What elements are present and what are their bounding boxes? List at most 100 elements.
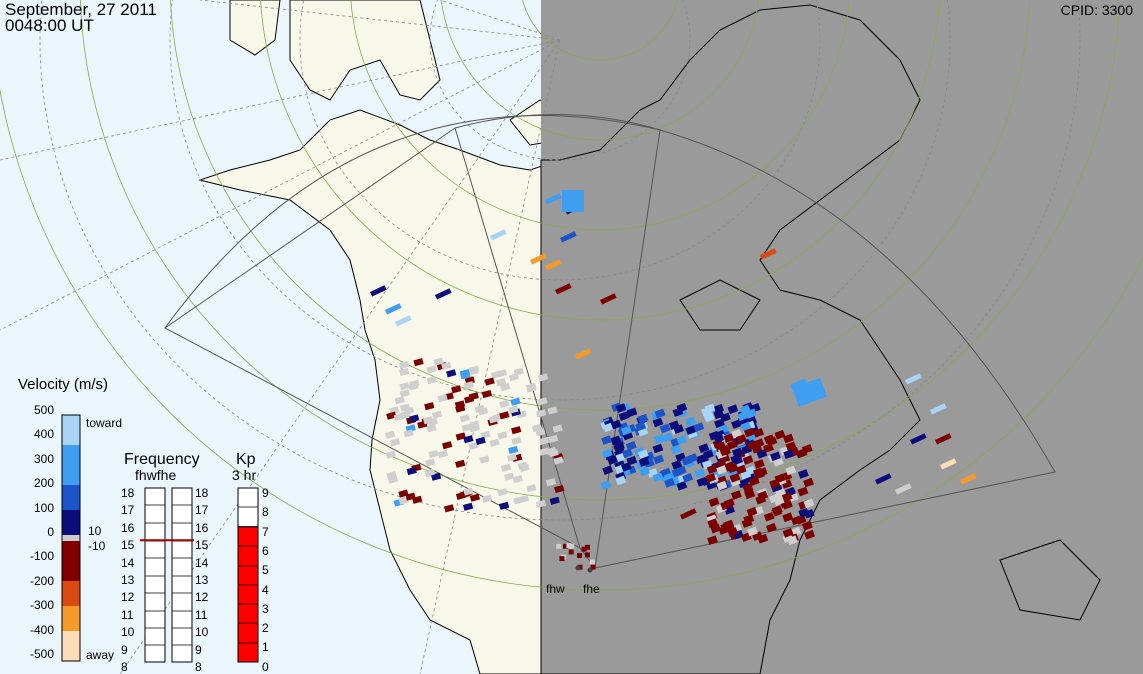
- echo-cell: [508, 445, 519, 455]
- echo-cell: [610, 435, 622, 446]
- echo-cell: [581, 546, 587, 552]
- fhw-frequency-tick: 10: [121, 625, 135, 640]
- echo-cell: [455, 432, 466, 441]
- frequency-subtitle: fhwfhe: [135, 467, 177, 483]
- echo-cell: [785, 441, 797, 452]
- echo-cell: [786, 535, 798, 546]
- echo-cell: [739, 404, 751, 415]
- echo-cell: [671, 467, 683, 478]
- echo-cell: [670, 444, 682, 455]
- echo-cell: [568, 549, 574, 555]
- echo-cell: [554, 484, 565, 494]
- echo-cell: [422, 416, 434, 425]
- echo-cell: [637, 449, 649, 459]
- echo-cell: [713, 433, 725, 444]
- echo-cell: [782, 512, 794, 523]
- echo-cell: [389, 406, 400, 415]
- echo-cell: [600, 293, 617, 305]
- echo-cell: [801, 520, 813, 531]
- echo-cell: [742, 483, 754, 493]
- echo-cell: [491, 370, 502, 379]
- echo-cell: [469, 493, 481, 502]
- fhw-frequency-tick: 8: [121, 660, 128, 674]
- echo-cell: [434, 288, 452, 300]
- fhe-frequency-tick: 15: [195, 538, 209, 553]
- echo-cell: [443, 504, 455, 513]
- echo-cell: [474, 404, 485, 414]
- echo-cell: [431, 410, 443, 419]
- echo-cell: [575, 348, 592, 360]
- velocity-tick: -200: [29, 573, 54, 588]
- velocity-scale-title: Velocity (m/s): [18, 376, 109, 393]
- echo-cell: [615, 475, 627, 486]
- echo-cell: [539, 436, 550, 446]
- echo-cell: [803, 498, 815, 509]
- echo-cell: [395, 315, 412, 327]
- echo-cell: [707, 535, 718, 545]
- echo-cell: [442, 441, 453, 450]
- echo-cell: [731, 419, 742, 429]
- echo-cell: [399, 382, 410, 391]
- echo-cell: [716, 480, 728, 491]
- echo-cell: [569, 543, 575, 549]
- echo-cell: [602, 422, 614, 433]
- echo-cell: [682, 473, 694, 483]
- backscatter-echoes: [370, 190, 977, 570]
- fhe-frequency-tick: 12: [195, 590, 209, 605]
- radar-label-fhw: fhw: [546, 582, 565, 596]
- echo-cell: [459, 368, 471, 378]
- echo-cell: [694, 468, 706, 479]
- velocity-tick: 500: [33, 403, 54, 417]
- echo-cell: [732, 455, 743, 466]
- echo-cell: [506, 453, 518, 462]
- echo-cell: [500, 463, 512, 472]
- echo-cell: [538, 373, 549, 382]
- kp-title: Kp: [236, 451, 256, 468]
- echo-cell: [763, 443, 774, 453]
- echo-cell: [625, 441, 637, 451]
- echo-cell: [774, 429, 786, 440]
- echo-cell: [424, 468, 435, 477]
- velocity-tick: -400: [29, 622, 54, 637]
- echo-cell: [462, 502, 474, 511]
- echo-cell: [437, 449, 448, 459]
- kp-tick: 3: [262, 601, 269, 616]
- echo-cell: [713, 409, 725, 420]
- kp-tick: 1: [262, 640, 269, 655]
- fhw-frequency-tick: 16: [121, 520, 135, 535]
- echo-cell: [790, 378, 807, 390]
- echo-cell: [681, 456, 693, 466]
- echo-cell: [653, 454, 665, 465]
- echo-cell: [589, 559, 595, 565]
- echo-cell: [626, 407, 638, 418]
- fhe-frequency-tick: 10: [195, 625, 209, 640]
- time-label: 0048:00 UT: [5, 16, 94, 35]
- fhe-frequency-tick: 16: [195, 520, 209, 535]
- echo-cell: [479, 455, 490, 464]
- echo-cell: [620, 462, 632, 472]
- echo-cell: [511, 436, 522, 445]
- echo-cell: [405, 424, 416, 433]
- echo-cell: [549, 496, 560, 505]
- echo-cell: [744, 489, 756, 500]
- echo-cell: [455, 491, 467, 500]
- echo-cell: [370, 285, 387, 297]
- echo-cell: [729, 472, 741, 483]
- echo-cell: [781, 499, 793, 510]
- echo-cell: [385, 430, 396, 439]
- echo-cell: [698, 443, 710, 453]
- echo-cell: [771, 505, 783, 516]
- echo-cell: [513, 367, 524, 376]
- echo-cell: [459, 414, 470, 423]
- kp-tick: 8: [262, 505, 269, 520]
- echo-cell: [765, 522, 777, 533]
- echo-cell: [607, 455, 618, 465]
- fhe-frequency-tick: 9: [195, 642, 202, 657]
- echo-cell: [398, 360, 410, 369]
- echo-cell: [790, 515, 802, 526]
- echo-cell: [635, 421, 647, 432]
- echo-cell: [773, 496, 785, 506]
- echo-cell: [782, 528, 794, 538]
- echo-cell: [708, 497, 720, 507]
